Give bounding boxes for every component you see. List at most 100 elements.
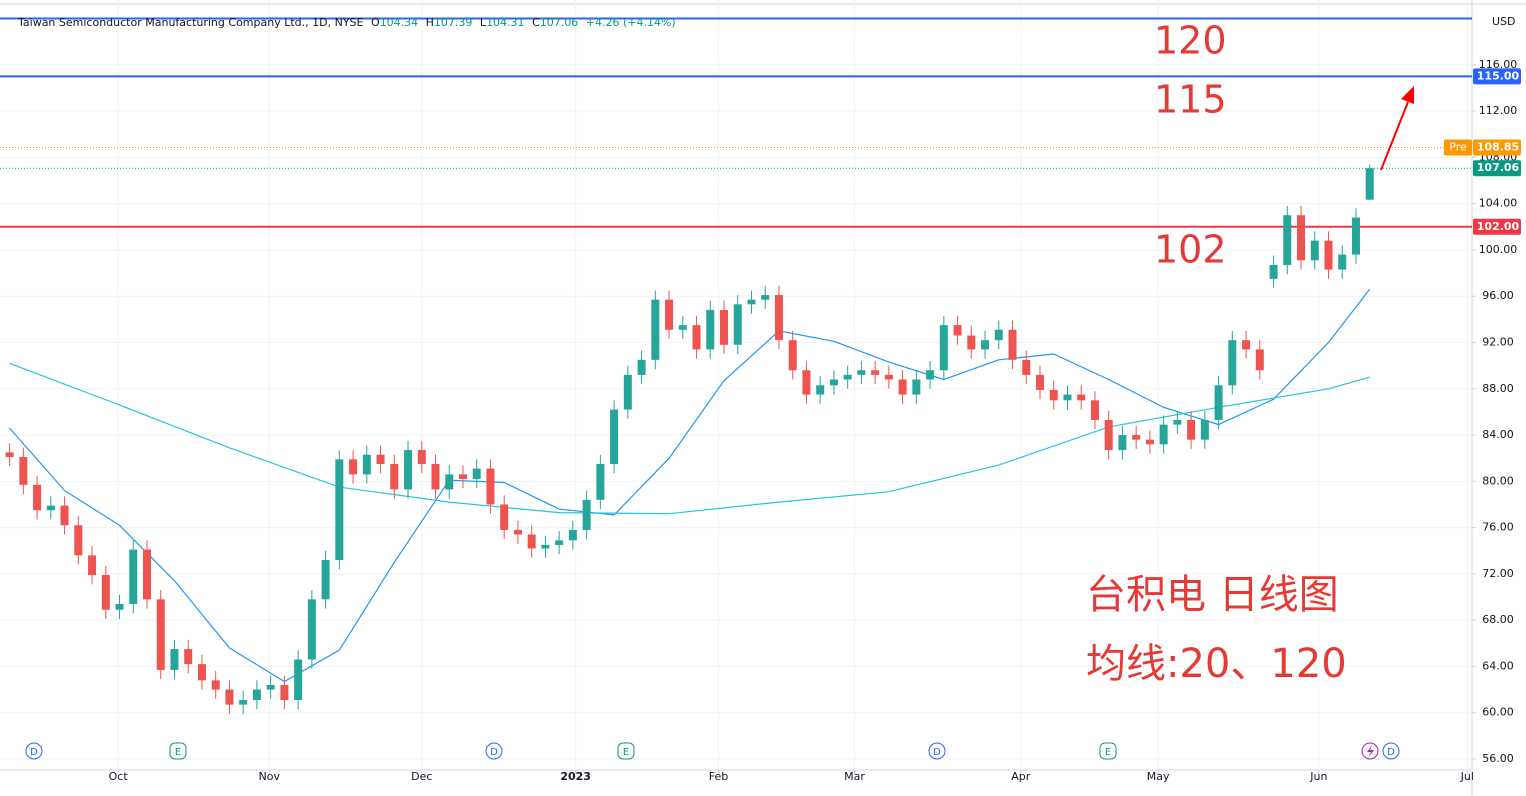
candle-body — [1228, 340, 1237, 386]
candle-body — [623, 374, 632, 410]
event-label: D — [1387, 747, 1395, 758]
candle-body — [912, 379, 921, 395]
x-tick-label: Dec — [411, 770, 432, 783]
y-tick-label: 116.00 — [1479, 58, 1518, 71]
candle-body — [1159, 424, 1168, 445]
y-tick-label: 112.00 — [1479, 104, 1518, 117]
y-tick-label: 92.00 — [1482, 335, 1514, 348]
event-marker — [25, 742, 43, 760]
candle-body — [1049, 389, 1058, 401]
ohlc-value: 104.31 — [486, 16, 525, 29]
candle-body — [211, 680, 220, 690]
candle-body — [884, 374, 893, 380]
pre-badge — [1444, 139, 1472, 156]
plot — [0, 17, 1472, 714]
event-label: D — [933, 747, 941, 758]
candle-body — [939, 325, 948, 371]
candle-body — [596, 463, 605, 500]
x-tick-label: Mar — [844, 770, 865, 783]
y-tick-label: 96.00 — [1482, 289, 1514, 302]
split-marker — [1361, 742, 1379, 760]
symbol-title: Taiwan Semiconductor Manufacturing Compa… — [17, 16, 364, 29]
y-tick-label: 84.00 — [1482, 428, 1514, 441]
y-tick-label: 76.00 — [1482, 521, 1514, 534]
candle-body — [1090, 400, 1099, 420]
candle-body — [46, 505, 55, 511]
y-tick-label: 68.00 — [1482, 613, 1514, 626]
moving-average — [9, 288, 1371, 683]
candle-body — [472, 468, 481, 480]
candle-body — [88, 555, 97, 576]
price-badge — [1473, 218, 1521, 235]
candle-body — [1063, 394, 1072, 401]
candle-body — [967, 335, 976, 350]
candle-body — [706, 310, 715, 350]
candle-body — [857, 370, 866, 375]
candle-body — [170, 649, 179, 670]
candle-body — [101, 575, 110, 610]
ohlc-label: L — [480, 16, 487, 29]
candle-body — [1132, 435, 1141, 440]
candle-body — [1104, 420, 1113, 451]
candle-body — [637, 359, 646, 375]
candle-body — [816, 385, 825, 395]
candle-body — [665, 299, 674, 330]
candle-body — [184, 649, 193, 665]
event-marker — [485, 742, 503, 760]
candle-body — [197, 664, 206, 681]
candle-body — [115, 603, 124, 610]
x-tick-label: Nov — [259, 770, 281, 783]
candle-body — [788, 340, 797, 371]
candle-body — [390, 463, 399, 490]
pre-badge-label: Pre — [1449, 141, 1467, 154]
candle-body — [651, 299, 660, 360]
ohlc-label: H — [426, 16, 434, 29]
candle-body — [225, 689, 234, 705]
candle-body — [720, 310, 729, 345]
candle-body — [486, 468, 495, 505]
split-icon — [1367, 745, 1374, 758]
ohlc-value: 107.39 — [434, 16, 473, 29]
candle-body — [376, 454, 385, 464]
candle-body — [1324, 240, 1333, 270]
annotation: 115 — [1154, 78, 1227, 122]
candle-body — [1145, 439, 1154, 445]
candle-body — [568, 529, 577, 541]
ohlc-value: 104.34 — [380, 16, 419, 29]
candle-body — [1118, 435, 1127, 451]
candle-body — [1242, 340, 1251, 350]
event-label: E — [1105, 747, 1111, 758]
x-tick-label: Oct — [109, 770, 129, 783]
legend-header: Taiwan Semiconductor Manufacturing Compa… — [17, 16, 676, 29]
candle-body — [1310, 240, 1319, 261]
price-badge-label: 107.06 — [1477, 161, 1520, 174]
candle-body — [307, 599, 316, 660]
candle-body — [5, 452, 14, 458]
candle-body — [280, 684, 289, 700]
candle-body — [871, 370, 880, 375]
candle-body — [1255, 349, 1264, 371]
price-badge-label: 108.85 — [1477, 141, 1519, 154]
candle-body — [1269, 264, 1278, 279]
event-label: D — [490, 747, 498, 758]
candle-body — [19, 457, 28, 485]
candle-body — [500, 504, 509, 530]
candle-body — [1351, 217, 1360, 255]
candle-body — [555, 540, 564, 545]
arrow-head — [1401, 86, 1414, 104]
y-tick-label: 64.00 — [1482, 659, 1514, 672]
grid — [0, 0, 1472, 770]
x-tick-label: Jul — [1460, 770, 1474, 783]
arrow-shaft — [1380, 101, 1409, 171]
candle-body — [33, 484, 42, 511]
y-tick-label: 80.00 — [1482, 474, 1514, 487]
x-tick-label: Feb — [709, 770, 728, 783]
candle-body — [981, 340, 990, 350]
event-marker — [928, 742, 946, 760]
candle-body — [1214, 385, 1223, 420]
candle-body — [527, 534, 536, 549]
candle-body — [953, 325, 962, 336]
price-badge-label: 102.00 — [1477, 220, 1520, 233]
candle-body — [541, 544, 550, 549]
